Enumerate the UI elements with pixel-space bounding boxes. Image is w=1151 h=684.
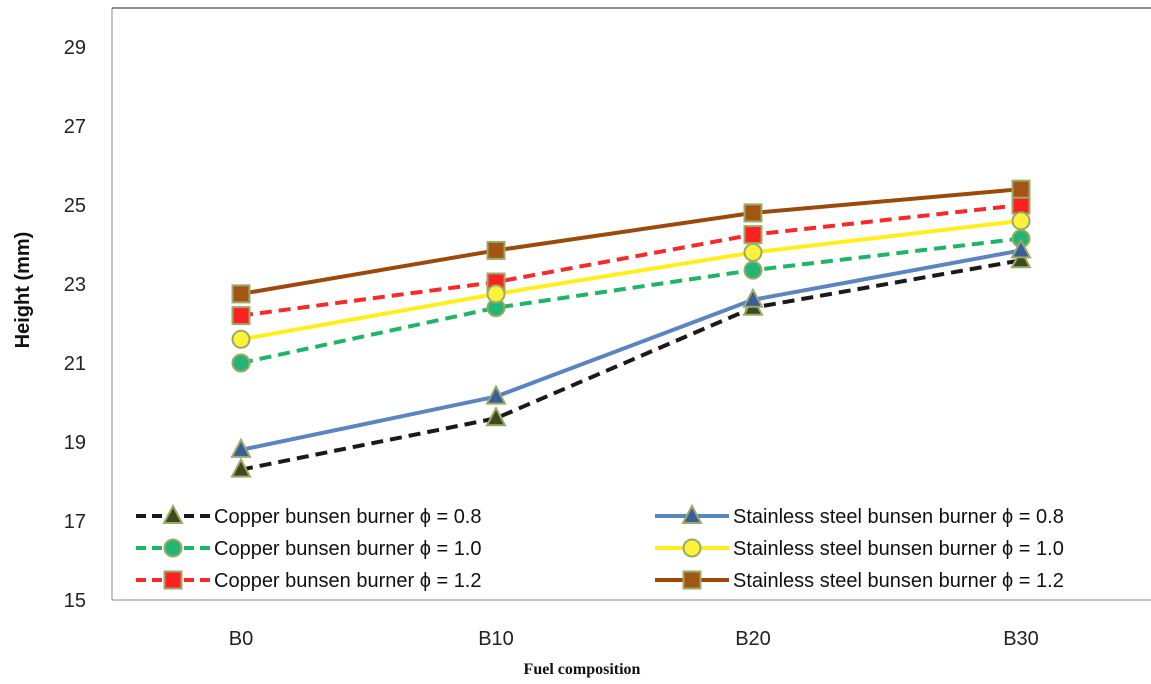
data-point [743,242,763,262]
x-tick-label: B0 [229,628,253,650]
series-line [240,187,1022,296]
data-point [231,284,251,304]
data-point [230,437,252,458]
legend-item: Copper bunsen burner ϕ = 1.0 [136,538,482,560]
data-point [231,353,251,373]
series-line [240,258,1022,472]
data-point [485,384,507,405]
legend-marker [163,538,183,558]
legend-item: Stainless steel bunsen burner ϕ = 1.2 [655,570,1064,592]
data-point [743,260,763,280]
legend-item: Copper bunsen burner ϕ = 1.2 [136,570,482,592]
x-tick-label: B30 [1003,628,1039,650]
data-point [1010,248,1032,269]
data-point [486,284,506,304]
legend-item: Stainless steel bunsen burner ϕ = 1.0 [655,538,1064,560]
legend-label: Copper bunsen burner ϕ = 1.0 [214,538,482,560]
y-tick-label: 27 [64,116,86,138]
data-point [230,457,252,478]
y-tick-label: 15 [64,590,86,612]
series-line [240,236,1022,365]
legend-label: Copper bunsen burner ϕ = 0.8 [214,506,482,528]
y-tick-label: 25 [64,195,86,217]
series-line [240,203,1022,318]
data-point [1011,179,1031,199]
legend-marker [682,538,702,558]
x-axis-label: Fuel composition [524,661,641,678]
data-point [742,287,764,308]
legend-label: Copper bunsen burner ϕ = 1.2 [214,570,482,592]
legend-label: Stainless steel bunsen burner ϕ = 0.8 [733,506,1064,528]
y-tick-label: 23 [64,274,86,296]
legend-item: Stainless steel bunsen burner ϕ = 0.8 [655,503,1064,528]
series-line [240,218,1022,342]
legend-marker [162,503,184,524]
legend: Copper bunsen burner ϕ = 0.8 Copper bunse… [136,503,1064,592]
y-axis-label: Height (mm) [12,232,34,349]
legend-item: Copper bunsen burner ϕ = 0.8 [136,503,482,528]
y-tick-label: 29 [64,37,86,59]
legend-marker [681,503,703,524]
data-point [1011,195,1031,215]
series-line [240,248,1022,452]
y-tick-label: 21 [64,353,86,375]
data-point [231,306,251,326]
series-markers [230,179,1032,478]
data-point [486,240,506,260]
legend-marker [163,570,183,590]
data-point [485,406,507,427]
data-point [743,225,763,245]
y-tick-label: 19 [64,432,86,454]
y-tick-label: 17 [64,511,86,533]
legend-label: Stainless steel bunsen burner ϕ = 1.2 [733,570,1064,592]
y-tick-labels: 15 17 19 21 23 25 27 29 [64,37,86,612]
data-point [1010,238,1032,259]
data-point [1011,211,1031,231]
data-point [743,203,763,223]
data-point [231,329,251,349]
legend-label: Stainless steel bunsen burner ϕ = 1.0 [733,538,1064,560]
x-tick-label: B10 [478,628,514,650]
legend-marker [682,570,702,590]
x-tick-label: B20 [735,628,771,650]
series-lines [240,187,1022,472]
x-tick-labels: B0 B10 B20 B30 [229,628,1039,650]
